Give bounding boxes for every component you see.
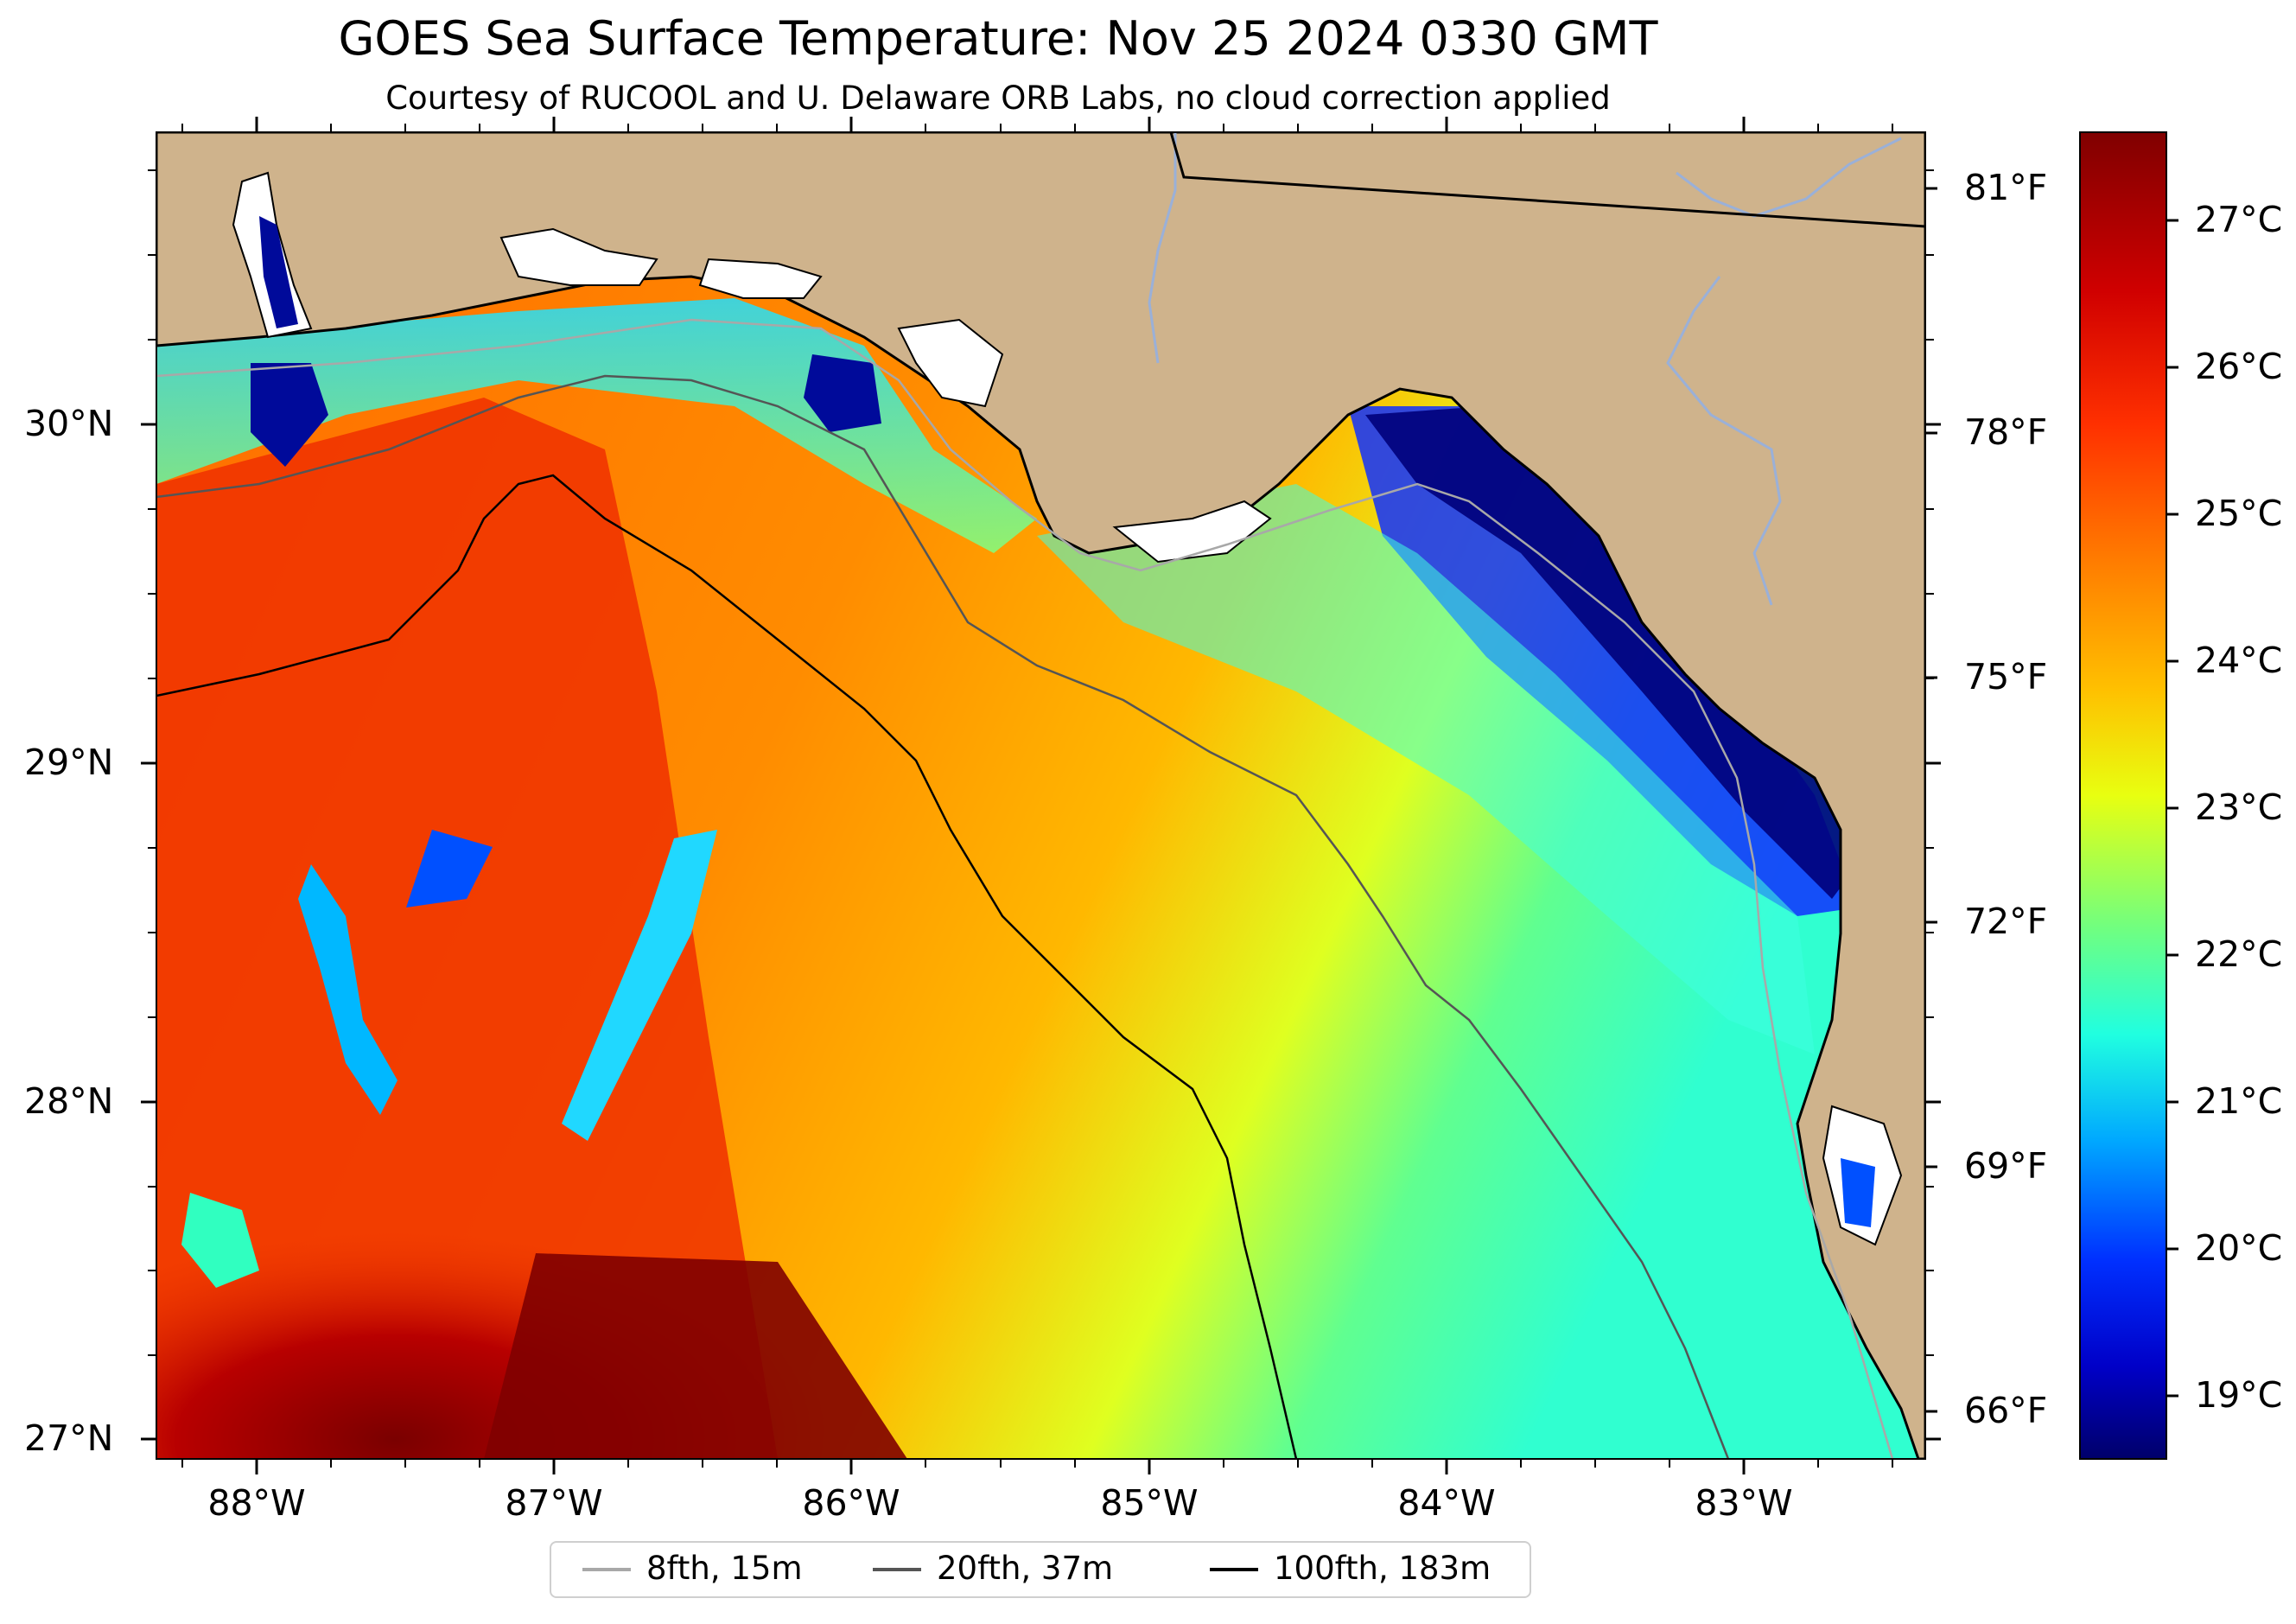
- colorbar-label: 21°C: [2195, 1080, 2283, 1122]
- isobath-8fth: [156, 318, 1894, 1459]
- lon-label: 86°W: [802, 1482, 900, 1524]
- degf-label: 66°F: [1964, 1390, 2048, 1431]
- degf-label: 81°F: [1964, 167, 2048, 208]
- legend-item-8fth: 8fth, 15m: [582, 1543, 842, 1596]
- state-border: [1169, 132, 1925, 228]
- lon-label: 88°W: [207, 1482, 306, 1524]
- legend-line-20fth: [873, 1568, 921, 1571]
- colorbar-label: 27°C: [2195, 199, 2283, 240]
- axis-ticks: [141, 117, 1941, 1474]
- cool-patch-west: [251, 363, 328, 467]
- river-suwannee: [1676, 137, 1902, 218]
- colorbar-label: 20°C: [2195, 1227, 2283, 1269]
- legend-line-100fth: [1210, 1568, 1258, 1571]
- river-west: [1148, 132, 1177, 364]
- legend-label: 20fth, 37m: [937, 1550, 1114, 1587]
- colorbar-label: 19°C: [2195, 1374, 2283, 1416]
- lon-label: 83°W: [1695, 1482, 1793, 1524]
- colorbar-label: 22°C: [2195, 933, 2283, 975]
- degf-label: 69°F: [1964, 1145, 2048, 1187]
- mobile-bay-water: [259, 216, 298, 328]
- cool-filament-1: [298, 864, 398, 1115]
- map-image: [156, 132, 1925, 1459]
- degf-ticks: [1925, 187, 1937, 1413]
- choctaw-bay: [698, 258, 823, 299]
- minor-ticks: [148, 124, 1934, 1468]
- lon-label: 85°W: [1100, 1482, 1199, 1524]
- lon-label: 87°W: [505, 1482, 603, 1524]
- colorbar-label: 26°C: [2195, 346, 2283, 387]
- cool-filament-3: [406, 830, 493, 908]
- legend: 8fth, 15m 20fth, 37m 100fth, 183m: [550, 1541, 1531, 1598]
- cool-filament-2: [562, 830, 717, 1141]
- apalachicola-bay: [1112, 500, 1272, 564]
- cool-patch-mid: [804, 354, 881, 432]
- degf-label: 75°F: [1964, 656, 2048, 697]
- map-title: GOES Sea Surface Temperature: Nov 25 202…: [338, 11, 1658, 66]
- big-bend-cyan-band: [1037, 484, 1815, 1054]
- pensacola-bay: [499, 227, 658, 286]
- legend-item-20fth: 20fth, 37m: [873, 1543, 1167, 1596]
- degf-label: 78°F: [1964, 411, 2048, 453]
- lat-label: 29°N: [24, 742, 114, 783]
- tampa-bay-water: [1841, 1158, 1875, 1227]
- colorbar: [2079, 131, 2167, 1460]
- degf-label: 72°F: [1964, 901, 2048, 942]
- lat-label: 30°N: [24, 403, 114, 444]
- river-east: [1666, 276, 1782, 606]
- deep-hot-core: [484, 1253, 907, 1459]
- legend-line-8fth: [582, 1568, 631, 1571]
- isobath-100fth: [156, 474, 1298, 1459]
- st-andrew-bay: [897, 318, 1004, 408]
- colorbar-ticks: [2166, 219, 2178, 1398]
- lat-label: 27°N: [24, 1417, 114, 1459]
- lon-label: 84°W: [1397, 1482, 1496, 1524]
- legend-item-100fth: 100fth, 183m: [1210, 1543, 1521, 1596]
- map-frame: [156, 131, 1926, 1460]
- colorbar-label: 24°C: [2195, 640, 2283, 681]
- map-subtitle: Courtesy of RUCOOL and U. Delaware ORB L…: [385, 80, 1611, 117]
- colorbar-label: 25°C: [2195, 493, 2283, 534]
- isobath-20fth: [156, 374, 1730, 1459]
- colorbar-label: 23°C: [2195, 787, 2283, 828]
- lat-label: 28°N: [24, 1080, 114, 1122]
- cool-filament-4: [181, 1193, 259, 1288]
- legend-label: 8fth, 15m: [646, 1550, 803, 1587]
- legend-label: 100fth, 183m: [1274, 1550, 1491, 1587]
